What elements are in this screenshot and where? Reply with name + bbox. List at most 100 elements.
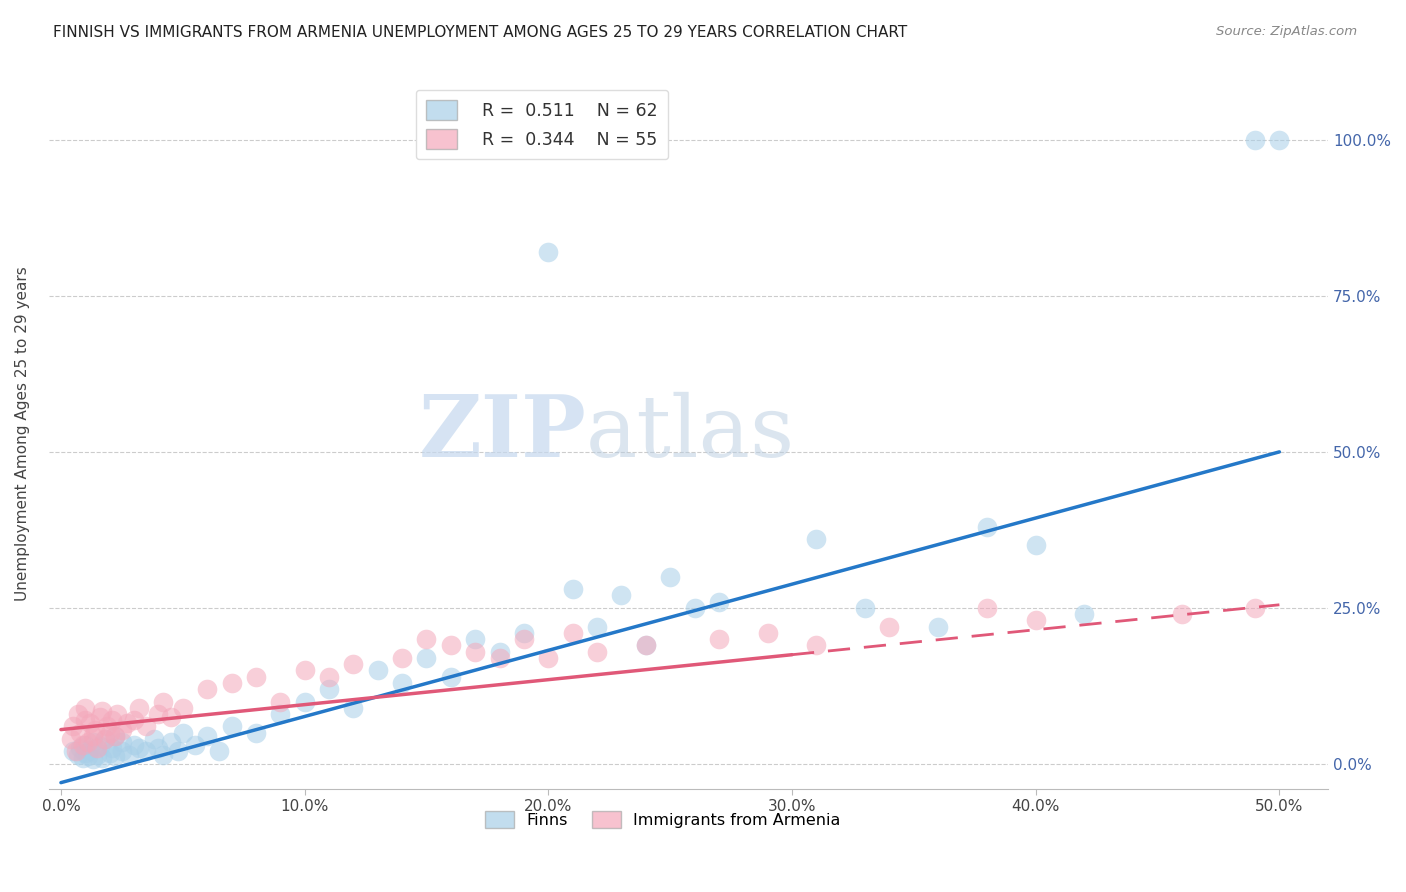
Point (103, 749, 125, 764)
Point (65, 744, 87, 758)
Point (513, 625, 536, 640)
Point (537, 650, 560, 665)
Point (101, 741, 124, 756)
Point (1244, 600, 1267, 615)
Point (586, 619, 609, 633)
Point (152, 747, 174, 762)
Point (148, 741, 170, 756)
Point (634, 638, 657, 652)
Point (111, 735, 134, 749)
Point (89, 739, 111, 754)
Point (76, 735, 98, 749)
Point (103, 729, 125, 743)
Point (86, 741, 108, 756)
Point (86, 747, 108, 762)
Point (82, 729, 104, 743)
Point (976, 520, 998, 534)
Point (76, 749, 98, 764)
Point (586, 644, 609, 658)
Point (513, 632, 536, 646)
Point (195, 681, 218, 696)
Text: FINNISH VS IMMIGRANTS FROM ARMENIA UNEMPLOYMENT AMONG AGES 25 TO 29 YEARS CORREL: FINNISH VS IMMIGRANTS FROM ARMENIA UNEMP… (53, 25, 908, 40)
Point (415, 632, 437, 646)
Point (707, 594, 730, 608)
Point (75, 746, 97, 760)
Point (75, 700, 97, 714)
Point (391, 650, 413, 665)
Point (561, 625, 583, 640)
Point (342, 700, 364, 714)
Point (927, 619, 949, 633)
Point (610, 589, 633, 603)
Point (245, 669, 267, 683)
Legend: Finns, Immigrants from Armenia: Finns, Immigrants from Armenia (478, 805, 848, 834)
Point (111, 723, 134, 737)
Point (91, 704, 114, 718)
Point (707, 632, 730, 646)
Point (172, 700, 194, 714)
Point (98, 746, 121, 760)
Point (159, 735, 181, 749)
Point (367, 663, 389, 677)
Point (128, 741, 150, 756)
Point (318, 669, 340, 683)
Point (142, 731, 165, 746)
Point (91, 750, 114, 764)
Point (561, 582, 583, 597)
Point (84, 723, 107, 737)
Text: Source: ZipAtlas.com: Source: ZipAtlas.com (1216, 25, 1357, 38)
Point (148, 706, 170, 721)
Point (318, 681, 340, 696)
Point (1268, 133, 1291, 147)
Point (879, 619, 901, 633)
Point (464, 632, 486, 646)
Text: atlas: atlas (586, 392, 796, 475)
Point (101, 713, 124, 727)
Point (82, 752, 104, 766)
Point (184, 738, 207, 752)
Point (294, 694, 316, 708)
Point (122, 738, 145, 752)
Point (69, 741, 91, 756)
Point (111, 744, 134, 758)
Y-axis label: Unemployment Among Ages 25 to 29 years: Unemployment Among Ages 25 to 29 years (15, 266, 30, 600)
Text: ZIP: ZIP (419, 392, 586, 475)
Point (75, 738, 97, 752)
Point (294, 663, 316, 677)
Point (208, 744, 231, 758)
Point (62, 719, 84, 733)
Point (976, 600, 998, 615)
Point (79, 743, 101, 757)
Point (806, 638, 828, 652)
Point (105, 706, 128, 721)
Point (1025, 539, 1047, 553)
Point (1025, 613, 1047, 627)
Point (122, 713, 145, 727)
Point (96, 719, 118, 733)
Point (1171, 607, 1194, 621)
Point (69, 725, 91, 739)
Point (488, 644, 510, 658)
Point (221, 675, 243, 690)
Point (488, 650, 510, 665)
Point (245, 725, 267, 739)
Point (89, 710, 111, 724)
Point (683, 600, 706, 615)
Point (94, 731, 117, 746)
Point (159, 710, 181, 724)
Point (66, 706, 89, 721)
Point (415, 650, 437, 665)
Point (103, 729, 125, 743)
Point (440, 638, 463, 652)
Point (94, 731, 117, 746)
Point (634, 638, 657, 652)
Point (72, 750, 94, 764)
Point (128, 700, 150, 714)
Point (72, 738, 94, 752)
Point (115, 716, 138, 731)
Point (59, 731, 82, 746)
Point (172, 725, 194, 739)
Point (66, 747, 89, 762)
Point (195, 729, 218, 743)
Point (269, 694, 291, 708)
